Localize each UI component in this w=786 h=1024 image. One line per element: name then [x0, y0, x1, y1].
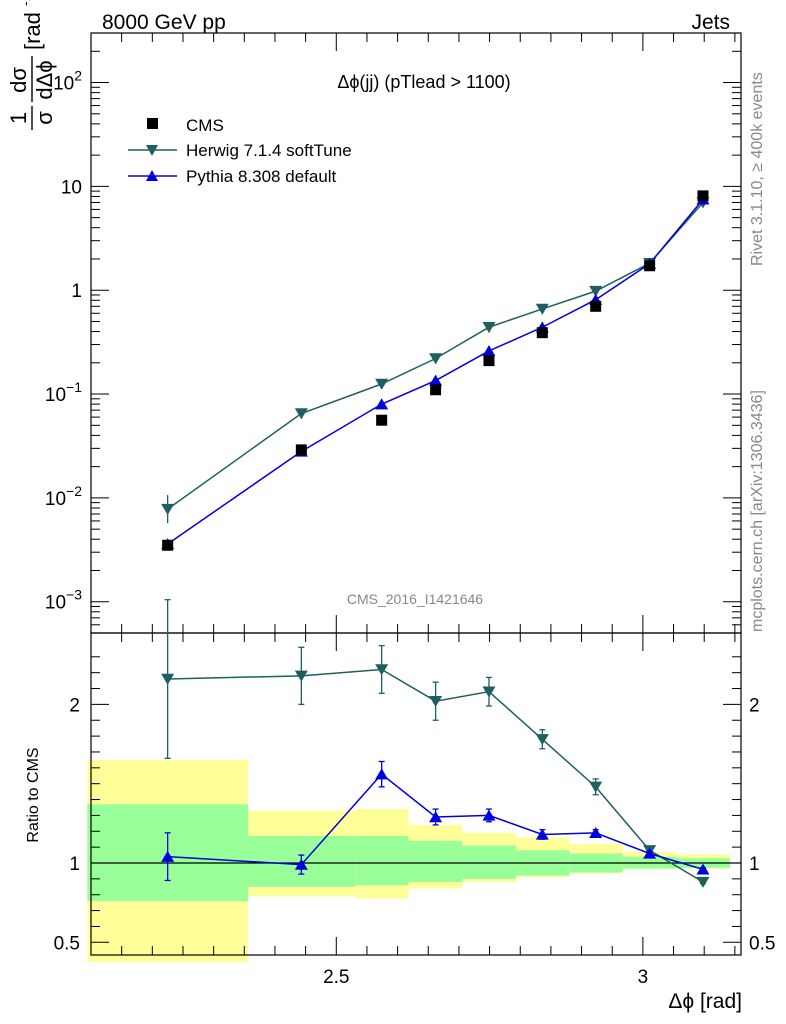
legend-label-herwig: Herwig 7.1.4 softTune: [186, 141, 352, 160]
svg-text:[rad: [rad: [20, 12, 45, 50]
pythia-point: [375, 398, 389, 410]
x-tick-label: 2.5: [323, 967, 349, 988]
mcplots-label: mcplots.cern.ch [arXiv:1306.3436]: [749, 390, 766, 632]
band-inner: [408, 840, 462, 883]
cms-point: [644, 260, 656, 272]
herwig-point: [375, 378, 389, 390]
herwig-ratio-point: [696, 876, 710, 888]
herwig-ratio-point: [294, 670, 308, 682]
cms-point: [430, 384, 442, 396]
svg-text:dσ: dσ: [6, 67, 31, 93]
pythia-ratio-point: [294, 858, 308, 870]
cms-point: [162, 539, 174, 551]
pythia-ratio-point: [375, 768, 389, 780]
y-tick-label: 10: [61, 177, 82, 198]
pythia-point: [429, 374, 443, 386]
herwig-ratio-point: [589, 781, 603, 793]
y-tick-label: 10−2: [45, 483, 82, 510]
legend-label-pythia: Pythia 8.308 default: [186, 167, 337, 186]
x-tick-label: 3: [638, 967, 649, 988]
pythia-ratio-point: [696, 863, 710, 875]
pythia-ratio-point: [589, 827, 603, 839]
ratio-y-label: Ratio to CMS: [25, 747, 42, 842]
legend-label-cms: CMS: [186, 116, 224, 135]
legend-marker-cms: [147, 118, 158, 129]
herwig-ratio-point: [375, 664, 389, 676]
analysis-id: CMS_2016_I1421646: [347, 591, 483, 607]
svg-text:-1: -1: [17, 0, 33, 6]
herwig-point: [429, 353, 443, 365]
pythia-ratio-point: [535, 828, 549, 840]
cms-point: [483, 355, 495, 367]
pythia-ratio-point: [429, 811, 443, 823]
herwig-ratio-point: [535, 734, 549, 746]
ratio-tick-label: 0.5: [749, 933, 775, 954]
legend-marker-herwig: [146, 145, 158, 156]
herwig-point: [589, 285, 603, 297]
band-inner: [355, 836, 409, 886]
pythia-point: [482, 345, 496, 357]
herwig-ratio-point: [429, 696, 443, 708]
legend-marker-pythia: [146, 170, 158, 181]
y-tick-label: 102: [53, 68, 82, 95]
pythia-line: [167, 198, 704, 545]
cms-point: [697, 190, 709, 202]
cms-point: [536, 327, 548, 339]
svg-text:dΔϕ: dΔϕ: [32, 60, 57, 99]
herwig-ratio-point: [482, 686, 496, 698]
plot-title: Δϕ(jj) (pTlead > 1100): [337, 72, 510, 92]
herwig-point: [161, 503, 175, 515]
ratio-tick-label: 2: [749, 695, 760, 716]
herwig-ratio-point: [161, 673, 175, 685]
pythia-ratio-point: [161, 850, 175, 862]
ratio-tick-label: 2: [69, 695, 80, 716]
y-tick-label: 10−1: [45, 379, 82, 406]
y-axis-label: 1 σ dσ dΔϕ [rad -1 ]: [6, 0, 57, 130]
y-tick-label: 10−3: [45, 587, 82, 614]
ratio-tick-label: 1: [749, 854, 760, 875]
cms-point: [376, 414, 388, 426]
ratio-tick-label: 0.5: [54, 933, 80, 954]
ratio-frame: [90, 632, 742, 956]
legend: CMS Herwig 7.1.4 softTune Pythia 8.308 d…: [128, 116, 352, 186]
svg-text:σ: σ: [32, 111, 57, 125]
ratio-tick-label: 1: [69, 854, 80, 875]
herwig-point: [535, 303, 549, 315]
svg-text:1: 1: [6, 112, 31, 124]
header-left: 8000 GeV pp: [102, 11, 226, 34]
pythia-ratio-point: [643, 847, 657, 859]
cms-point: [590, 300, 602, 312]
herwig-point: [294, 408, 308, 420]
x-axis-label: Δϕ [rad]: [668, 990, 742, 1013]
y-tick-label: 1: [71, 281, 82, 302]
band-inner: [461, 845, 516, 879]
header-right: Jets: [691, 11, 730, 34]
pythia-ratio-point: [482, 809, 496, 821]
herwig-point: [482, 322, 496, 334]
rivet-label: Rivet 3.1.10, ≥ 400k events: [749, 72, 766, 266]
cms-point: [295, 444, 307, 456]
